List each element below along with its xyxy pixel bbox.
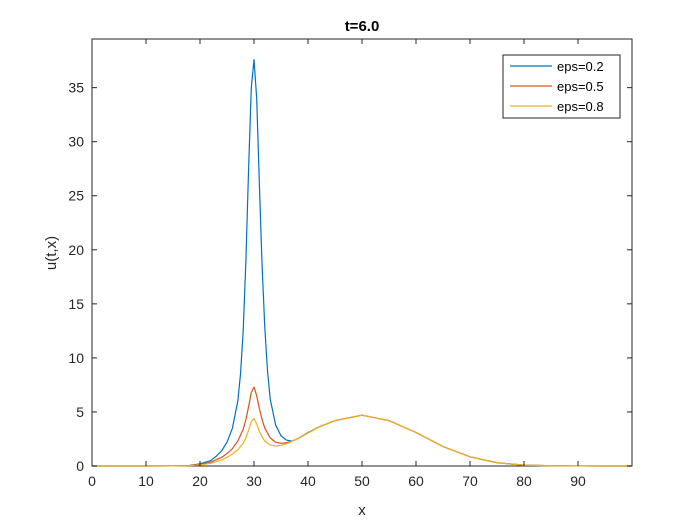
x-tick-label: 40	[300, 473, 316, 489]
legend-label-eps-0-5: eps=0.5	[557, 79, 604, 94]
legend-label-eps-0-8: eps=0.8	[557, 99, 604, 114]
x-tick-label: 10	[138, 473, 154, 489]
y-tick-label: 35	[68, 80, 84, 96]
x-tick-label: 70	[462, 473, 478, 489]
legend-label-eps-0-2: eps=0.2	[557, 59, 604, 74]
x-tick-label: 30	[246, 473, 262, 489]
x-tick-label: 80	[516, 473, 532, 489]
legend: eps=0.2 eps=0.5 eps=0.8	[502, 54, 621, 119]
x-axis-label: x	[358, 502, 366, 519]
series-layer	[92, 58, 632, 467]
y-tick-label: 10	[68, 350, 84, 366]
chart-title: t=6.0	[345, 18, 380, 35]
y-tick-label: 15	[68, 296, 84, 312]
y-tick-label: 30	[68, 134, 84, 150]
x-tick-label: 0	[88, 473, 96, 489]
tick-layer: 0 10 20 30 40 50 60 70 80 90 0 5 10 15 20 25 30 35	[68, 39, 632, 489]
y-axis-label: u(t,x)	[43, 236, 60, 270]
y-tick-label: 20	[68, 242, 84, 258]
y-tick-label: 25	[68, 188, 84, 204]
y-tick-label: 0	[76, 458, 84, 474]
x-tick-label: 20	[192, 473, 208, 489]
x-tick-label: 90	[570, 473, 586, 489]
series-line-2	[92, 414, 632, 467]
x-tick-label: 60	[408, 473, 424, 489]
x-tick-label: 50	[354, 473, 370, 489]
y-tick-label: 5	[76, 404, 84, 420]
